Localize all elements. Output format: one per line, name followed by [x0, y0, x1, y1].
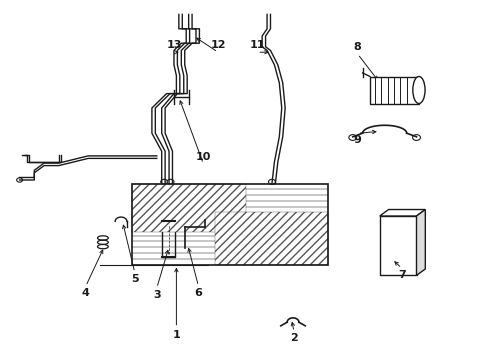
Circle shape	[167, 179, 174, 184]
Text: 1: 1	[172, 330, 180, 340]
Circle shape	[269, 179, 275, 184]
Text: 11: 11	[249, 40, 265, 50]
Text: 7: 7	[398, 270, 406, 280]
Text: 6: 6	[195, 288, 202, 298]
Text: 5: 5	[131, 274, 139, 284]
Circle shape	[161, 179, 168, 184]
Text: 8: 8	[354, 42, 362, 52]
Polygon shape	[215, 212, 328, 265]
Bar	[132, 184, 328, 265]
Text: 3: 3	[153, 290, 161, 300]
Circle shape	[17, 178, 23, 182]
Polygon shape	[380, 210, 425, 216]
Ellipse shape	[413, 77, 425, 104]
Text: 12: 12	[210, 40, 226, 50]
Text: 9: 9	[354, 135, 362, 145]
Polygon shape	[416, 210, 425, 275]
Bar	[380, 216, 416, 275]
Text: 13: 13	[166, 40, 182, 50]
Text: 10: 10	[196, 152, 211, 162]
Polygon shape	[132, 184, 246, 232]
Text: 4: 4	[82, 288, 90, 298]
Bar	[162, 221, 175, 257]
Text: 2: 2	[290, 333, 298, 343]
Bar	[370, 77, 419, 104]
